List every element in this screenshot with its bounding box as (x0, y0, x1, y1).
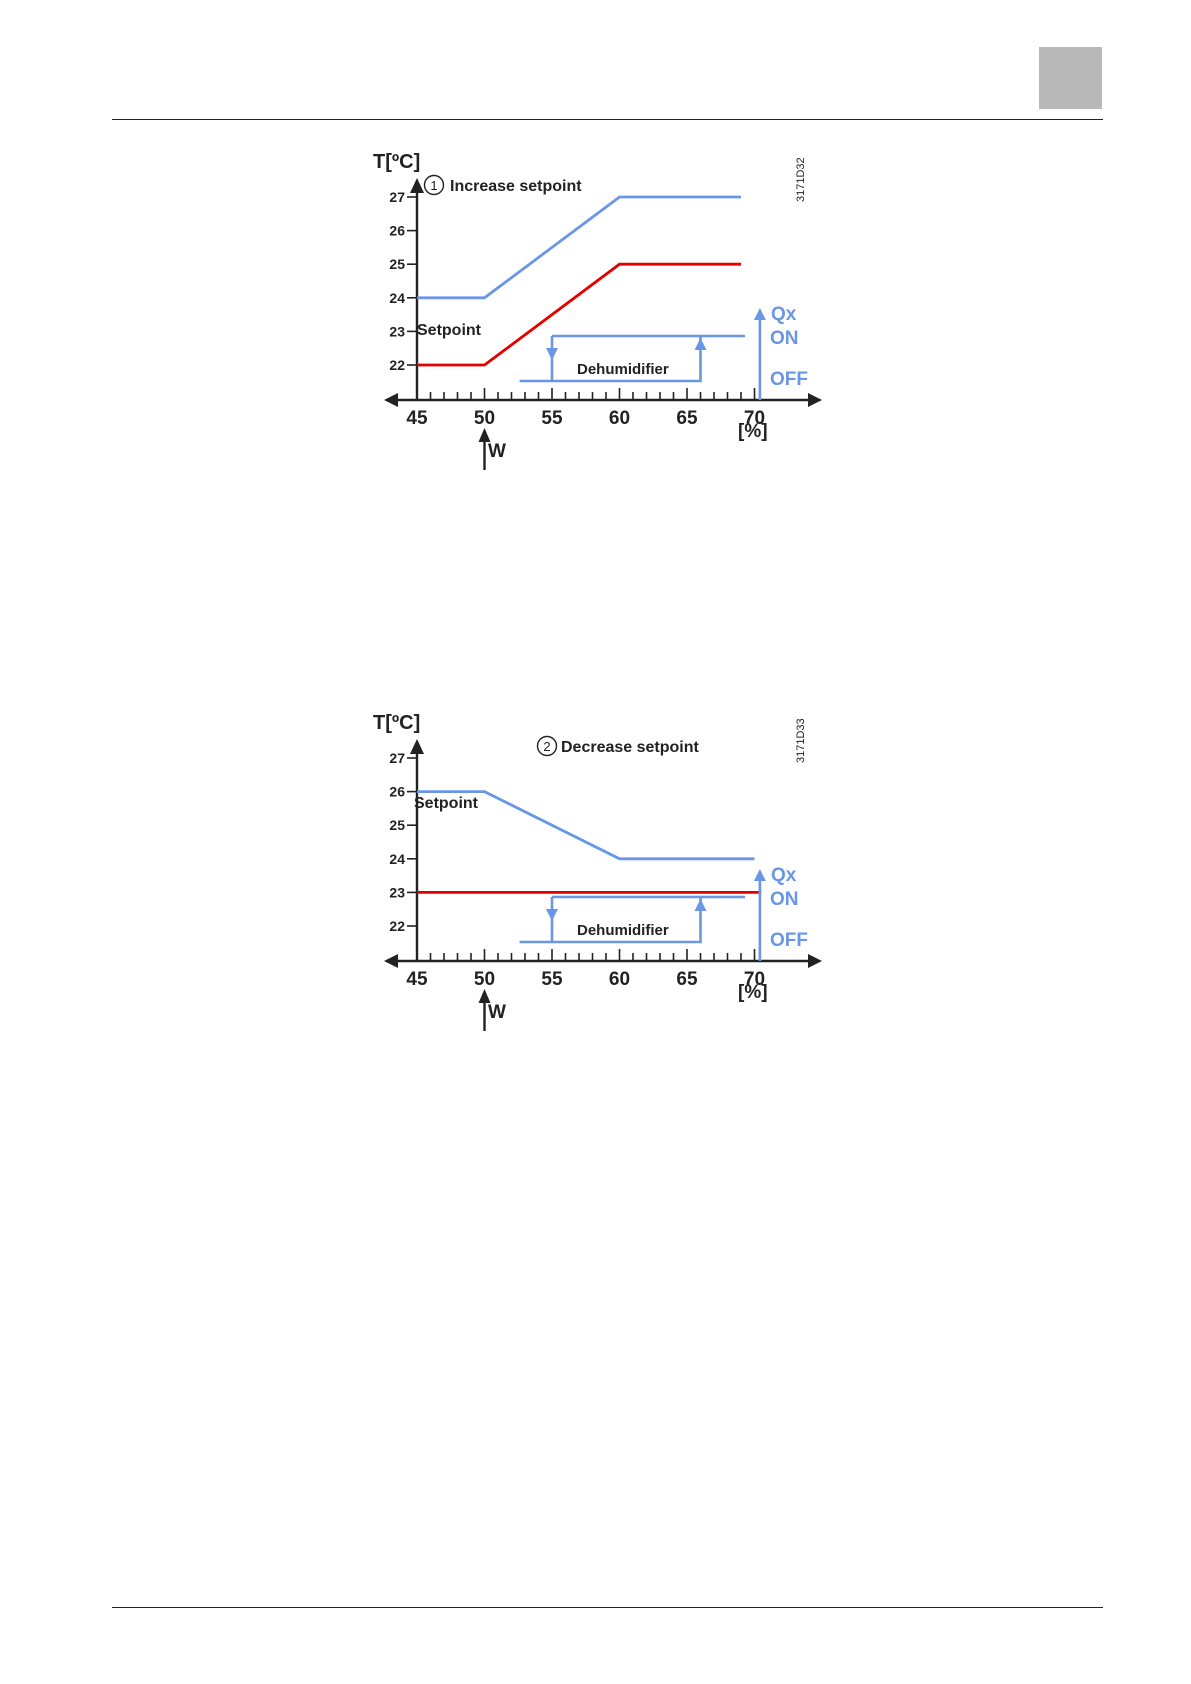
y-tick-label: 24 (389, 851, 405, 867)
x-tick-labels: 45 50 55 60 65 70 (406, 969, 765, 990)
w-label: W (488, 1002, 506, 1023)
y-tick-label: 25 (389, 256, 405, 272)
y-tick-label: 26 (389, 784, 405, 800)
dehumidifier-diagram (519, 869, 766, 961)
figure-id: 3171D33 (795, 718, 807, 763)
x-axis-left-arrow (384, 393, 398, 407)
x-tick-label: 55 (541, 969, 563, 990)
y-tick-labels: 22 23 24 25 26 27 (389, 189, 405, 373)
dehumidifier-down-arrow (546, 348, 558, 360)
dehumidifier-label: Dehumidifier (577, 922, 669, 939)
x-axis-right-arrow (808, 393, 822, 407)
series-line-0 (417, 790, 755, 861)
x-unit-label: [%] (738, 982, 768, 1003)
x-tick-labels: 45 50 55 60 65 70 (406, 408, 765, 429)
x-unit-label: [%] (738, 421, 768, 442)
caption-number: 1 (430, 178, 437, 193)
w-marker-arrow (478, 428, 491, 442)
off-label: OFF (770, 369, 808, 390)
dehumidifier-on-path (519, 895, 746, 944)
dehumidifier-up-arrow (694, 899, 707, 911)
caption-number: 2 (543, 739, 550, 754)
x-tick-label: 50 (474, 408, 495, 429)
y-tick-label: 22 (389, 357, 405, 373)
x-tick-label: 45 (406, 408, 428, 429)
series-lines (417, 790, 762, 894)
y-axis-label: T[ºC] (373, 712, 420, 734)
y-tick-label: 24 (389, 290, 405, 306)
dehumidifier-on-path (519, 334, 746, 383)
x-tick-label: 50 (474, 969, 495, 990)
y-tick-label: 27 (389, 750, 405, 766)
w-label: W (488, 441, 506, 462)
chart-caption: Decrease setpoint (561, 739, 700, 756)
y-tick-labels: 22 23 24 25 26 27 (389, 750, 405, 934)
y-axis-arrow (410, 739, 424, 754)
x-tick-label: 70 (744, 408, 765, 429)
y-axis-arrow (410, 178, 424, 193)
setpoint-label: Setpoint (414, 795, 479, 812)
y-tick-label: 27 (389, 189, 405, 205)
y-tick-label: 26 (389, 223, 405, 239)
x-tick-label: 60 (609, 408, 630, 429)
w-marker-arrow (478, 989, 491, 1003)
series-line-0 (417, 195, 741, 300)
qx-axis-arrow (753, 308, 766, 320)
x-tick-label: 65 (676, 408, 698, 429)
x-axis-left-arrow (384, 954, 398, 968)
qx-label: Qx (771, 865, 797, 886)
x-tick-label: 60 (609, 969, 630, 990)
figure-id: 3171D32 (795, 157, 807, 202)
chart-caption: Increase setpoint (450, 178, 582, 195)
dehumidifier-up-arrow (694, 338, 707, 350)
dehumidifier-down-arrow (546, 909, 558, 921)
qx-label: Qx (771, 304, 797, 325)
qx-axis-arrow (753, 869, 766, 881)
off-label: OFF (770, 930, 808, 951)
x-tick-label: 65 (676, 969, 698, 990)
minor-ticks (407, 196, 756, 400)
y-tick-label: 25 (389, 817, 405, 833)
page-tab-marker (1039, 47, 1102, 109)
x-tick-label: 70 (744, 969, 765, 990)
header-rule (112, 119, 1103, 120)
series-lines (417, 195, 741, 367)
setpoint-label: Setpoint (417, 322, 482, 339)
dehumidifier-label: Dehumidifier (577, 361, 669, 378)
x-axis-right-arrow (808, 954, 822, 968)
caption-number-circle (536, 735, 558, 757)
caption-number-circle (423, 174, 445, 196)
on-label: ON (770, 889, 799, 910)
y-axis-label: T[ºC] (373, 151, 420, 173)
y-tick-label: 22 (389, 918, 405, 934)
x-tick-label: 55 (541, 408, 563, 429)
y-tick-label: 23 (389, 323, 405, 339)
y-tick-label: 23 (389, 884, 405, 900)
series-line-1 (417, 262, 741, 367)
axes (384, 739, 822, 1031)
minor-ticks (407, 757, 756, 961)
x-tick-label: 45 (406, 969, 428, 990)
footer-rule (112, 1607, 1103, 1608)
on-label: ON (770, 328, 799, 349)
dehumidifier-diagram (519, 308, 766, 400)
